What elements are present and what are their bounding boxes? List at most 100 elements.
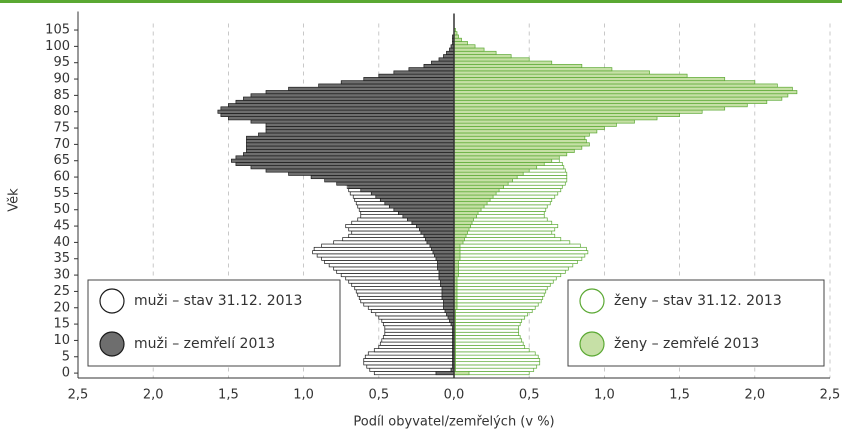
bar [453, 246, 461, 251]
bar [453, 122, 617, 127]
bar [364, 354, 455, 359]
bar [453, 273, 562, 278]
series [453, 28, 798, 376]
bar [453, 178, 514, 183]
bar [453, 237, 465, 242]
bar [437, 260, 455, 264]
bar [440, 282, 455, 287]
bar [453, 77, 726, 82]
bar [453, 194, 494, 199]
bar [453, 335, 521, 340]
bar [375, 194, 455, 199]
bar [443, 305, 455, 310]
bar [381, 318, 455, 323]
bar [453, 90, 798, 95]
bar [333, 266, 455, 271]
bar [453, 181, 509, 186]
x-tick-label: 1,5 [669, 388, 690, 403]
bar [453, 175, 518, 180]
bar [345, 276, 455, 281]
y-tick-label: 90 [53, 72, 70, 87]
bar [246, 142, 455, 147]
bar [453, 188, 500, 193]
bar [453, 109, 703, 114]
bar [360, 188, 455, 193]
bar [378, 315, 455, 320]
bar [453, 315, 526, 320]
y-tick-label: 25 [53, 284, 70, 299]
bar [453, 331, 520, 336]
bar [398, 211, 455, 215]
x-tick-label: 0,5 [519, 388, 540, 403]
bar [384, 331, 455, 336]
bar [363, 361, 455, 366]
bar [453, 54, 512, 59]
bar [453, 243, 461, 248]
bar [340, 273, 455, 278]
bar [441, 295, 455, 300]
bar [453, 309, 533, 314]
bar [453, 184, 504, 189]
y-tick-label: 20 [53, 300, 70, 315]
bar [235, 155, 455, 160]
bar [453, 37, 462, 42]
bar [441, 289, 455, 294]
bar [438, 273, 455, 278]
legend-swatch [579, 288, 605, 314]
bar [246, 139, 455, 144]
legend-box [567, 279, 825, 367]
bar [265, 90, 455, 95]
bar [453, 73, 688, 78]
bar [388, 204, 455, 209]
bar [453, 227, 470, 232]
x-tick-label: 2,0 [744, 388, 765, 403]
bar [453, 256, 583, 261]
series [217, 34, 455, 376]
bar [453, 70, 650, 75]
bar [265, 122, 455, 127]
y-tick-label: 35 [53, 251, 70, 266]
bar [453, 191, 497, 196]
bar [453, 325, 520, 330]
legend-box [87, 279, 341, 367]
bar [378, 73, 455, 78]
bar [453, 292, 545, 297]
bar [453, 135, 586, 140]
bar [235, 99, 455, 104]
bar [340, 80, 455, 85]
bar [453, 158, 553, 163]
bar [453, 168, 530, 173]
bar [360, 299, 455, 304]
bar [453, 224, 471, 229]
bar [453, 233, 556, 238]
x-tick-label: 1,0 [293, 388, 314, 403]
bar [453, 240, 464, 245]
bar [453, 328, 520, 333]
bar [354, 286, 455, 291]
bar [378, 344, 455, 349]
y-tick-label: 105 [45, 23, 70, 38]
bar [393, 207, 455, 212]
bar [453, 50, 497, 55]
bar [258, 132, 455, 137]
y-tick-label: 50 [53, 202, 70, 217]
bar [228, 103, 455, 108]
bar [243, 152, 455, 157]
y-tick-label: 60 [53, 170, 70, 185]
bar [453, 67, 613, 72]
bar [250, 93, 455, 98]
bar [316, 253, 455, 258]
bar [336, 269, 455, 274]
legend-label: ženy – stav 31.12. 2013 [614, 293, 782, 309]
bar [453, 116, 658, 121]
top-rule [0, 0, 842, 3]
bar [453, 312, 529, 317]
bar [357, 292, 455, 297]
legend-swatch [99, 288, 125, 314]
bar [431, 60, 455, 65]
bar [438, 57, 455, 62]
bar [453, 318, 523, 323]
bar [246, 135, 455, 140]
bar [243, 96, 455, 101]
bar [453, 348, 530, 353]
